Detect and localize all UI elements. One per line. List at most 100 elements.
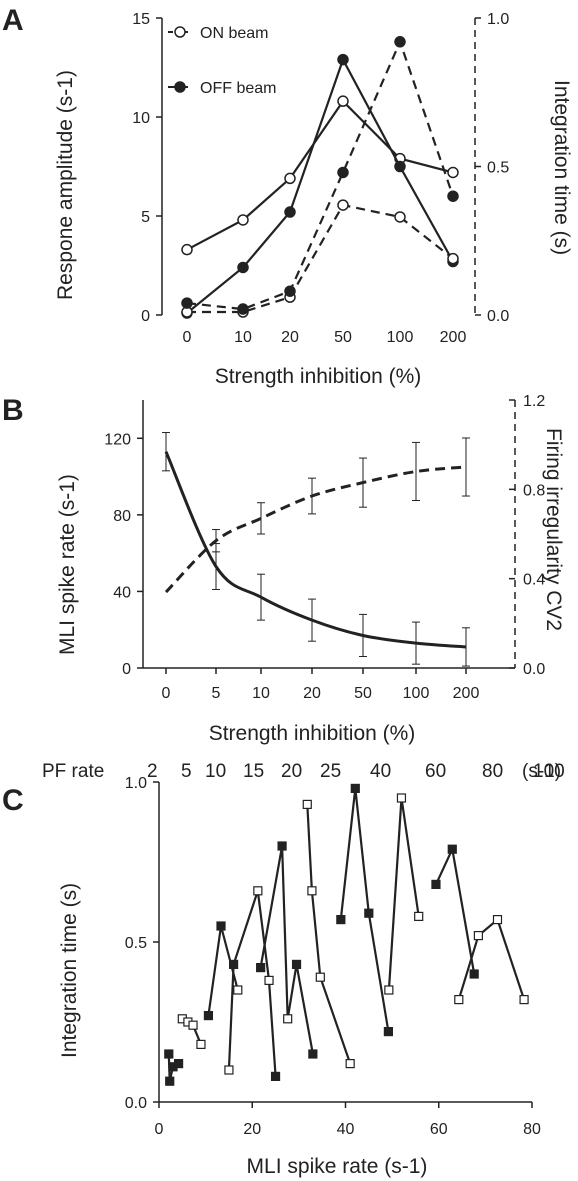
pf-rate-value: 20 bbox=[281, 761, 302, 782]
panel-c-data-point bbox=[233, 985, 243, 995]
panel-b-xtick-label: 100 bbox=[403, 685, 430, 702]
panel-a-data-point bbox=[447, 166, 459, 179]
panel-a-legend: ON beam OFF beam bbox=[168, 25, 276, 97]
panel-c-series-line bbox=[435, 845, 476, 975]
panel-c-data-point bbox=[315, 972, 325, 982]
panel-b-ytick-label: 40 bbox=[113, 584, 131, 601]
panel-b-xtick-label: 10 bbox=[252, 685, 270, 702]
panel-a-data-point bbox=[447, 190, 459, 202]
panel-c-data-point bbox=[203, 1010, 214, 1021]
panel-a-ytick-label: 10 bbox=[132, 110, 150, 127]
pf-rate-value: 10 bbox=[205, 761, 226, 782]
pf-rate-value: 5 bbox=[181, 761, 192, 782]
panel-c-data-point bbox=[302, 799, 312, 810]
panel-c-series-line bbox=[457, 917, 526, 1000]
panel-b: MLI spike rate (s-1) Firing irregularity… bbox=[56, 393, 565, 745]
pf-rate-value: 80 bbox=[482, 761, 503, 782]
pf-rate-value: 100 bbox=[533, 761, 565, 782]
panel-c-data-point bbox=[270, 1071, 281, 1082]
panel-c-data-point bbox=[396, 793, 407, 803]
panel-a-series-line bbox=[186, 38, 455, 311]
legend-off-label: OFF beam bbox=[200, 80, 276, 97]
panel-b-y2label: Firing irregularity CV2 bbox=[542, 428, 565, 631]
panel-c-data-point bbox=[173, 1058, 184, 1069]
panel-c-xtick-label: 60 bbox=[430, 1121, 448, 1138]
panel-a-data-point bbox=[337, 166, 349, 179]
panel-a-data-point bbox=[284, 172, 296, 185]
panel-c-data-point bbox=[350, 783, 360, 794]
panel-c-ytick-label: 0.5 bbox=[125, 935, 147, 952]
panel-a-y2label: Integration time (s) bbox=[550, 80, 573, 255]
panel-c-data-point bbox=[383, 1026, 393, 1037]
panel-c-data-point bbox=[216, 921, 226, 931]
panel-b-series-line bbox=[164, 465, 467, 594]
panel-a-xtick-label: 100 bbox=[387, 329, 414, 346]
panel-c-data-point bbox=[224, 1065, 234, 1075]
pf-rate-value: 40 bbox=[370, 761, 391, 782]
panel-b-ytick-label: 80 bbox=[113, 508, 131, 525]
panel-c-series-line bbox=[306, 804, 352, 1064]
panel-c-xtick-label: 80 bbox=[523, 1121, 541, 1138]
panel-a-xtick-label: 10 bbox=[234, 329, 252, 346]
panel-a-xtick-label: 0 bbox=[183, 329, 192, 346]
panel-c-data-point bbox=[277, 841, 287, 851]
panel-b-ytick-label: 0 bbox=[122, 661, 131, 678]
panel-b-ytick-label: 120 bbox=[104, 431, 131, 448]
panel-a-data-point bbox=[394, 36, 406, 48]
pf-rate-value: 2 bbox=[147, 761, 158, 782]
panel-c-letter: C bbox=[2, 784, 24, 817]
panel-c-data-point bbox=[264, 975, 274, 986]
panel-c-xlabel: MLI spike rate (s-1) bbox=[247, 1155, 428, 1178]
panel-a-data-point bbox=[181, 297, 193, 309]
panel-b-xtick-label: 50 bbox=[354, 685, 372, 702]
panel-c-data-point bbox=[253, 886, 263, 896]
panel-a-y2tick-label: 0.5 bbox=[487, 160, 509, 177]
legend-on-label: ON beam bbox=[200, 25, 268, 42]
panel-a-xlabel: Strength inhibition (%) bbox=[215, 365, 422, 388]
panel-a-data-point bbox=[284, 285, 296, 297]
panel-c-data-point bbox=[291, 959, 302, 970]
panel-a-y2tick-label: 1.0 bbox=[487, 11, 509, 28]
panel-a-series-line bbox=[186, 56, 454, 314]
panel-c-data-point bbox=[384, 985, 394, 995]
panel-c-data-point bbox=[454, 994, 464, 1005]
panel-c-data-point bbox=[165, 1076, 175, 1086]
pf-rate-value: 60 bbox=[425, 761, 446, 782]
panel-c-data-point bbox=[345, 1058, 355, 1069]
panel-a-data-point bbox=[337, 53, 349, 66]
panel-c-data-point bbox=[308, 1049, 318, 1059]
panel-c-xtick-label: 20 bbox=[243, 1121, 261, 1138]
panel-b-xtick-label: 20 bbox=[303, 685, 321, 702]
panel-a-ytick-label: 5 bbox=[141, 209, 150, 226]
panel-c-data-point bbox=[469, 969, 479, 979]
panel-c-data-point bbox=[307, 886, 317, 896]
panel-c-data-point bbox=[336, 914, 346, 925]
panel-a-series-line bbox=[187, 203, 454, 314]
panel-a-data-point bbox=[337, 95, 349, 107]
panel-c-data-point bbox=[283, 1014, 293, 1024]
panel-a-ylabel: Respone amplitude (s-1) bbox=[54, 70, 77, 300]
panel-a-letter: A bbox=[2, 4, 24, 37]
panel-c-data-point bbox=[188, 1020, 198, 1030]
panel-a: Respone amplitude (s-1) Integration time… bbox=[54, 11, 573, 388]
panel-b-y2tick-label: 0.8 bbox=[523, 482, 545, 499]
panel-c-data-point bbox=[164, 1049, 174, 1059]
panel-c-xtick-label: 0 bbox=[155, 1121, 164, 1138]
panel-c-data-point bbox=[519, 994, 529, 1005]
panel-c-data-point bbox=[414, 911, 424, 922]
pf-rate-label: PF rate bbox=[42, 761, 104, 782]
panel-a-series-line bbox=[186, 99, 454, 251]
panel-c-data-point bbox=[256, 962, 266, 973]
panel-a-xtick-label: 50 bbox=[334, 329, 352, 346]
panel-a-ytick-label: 15 bbox=[132, 11, 150, 28]
panel-c-ylabel: Integration time (s) bbox=[58, 883, 81, 1058]
panel-b-y2tick-label: 0.0 bbox=[523, 661, 545, 678]
panel-b-xtick-label: 200 bbox=[453, 685, 480, 702]
panel-c: Integration time (s) MLI spike rate (s-1… bbox=[42, 761, 565, 1178]
panel-a-data-point bbox=[237, 261, 249, 274]
panel-c-ytick-label: 1.0 bbox=[125, 775, 147, 792]
panel-a-xtick-label: 200 bbox=[440, 329, 467, 346]
panel-c-data-point bbox=[473, 930, 483, 941]
panel-c-data-point bbox=[364, 908, 374, 918]
